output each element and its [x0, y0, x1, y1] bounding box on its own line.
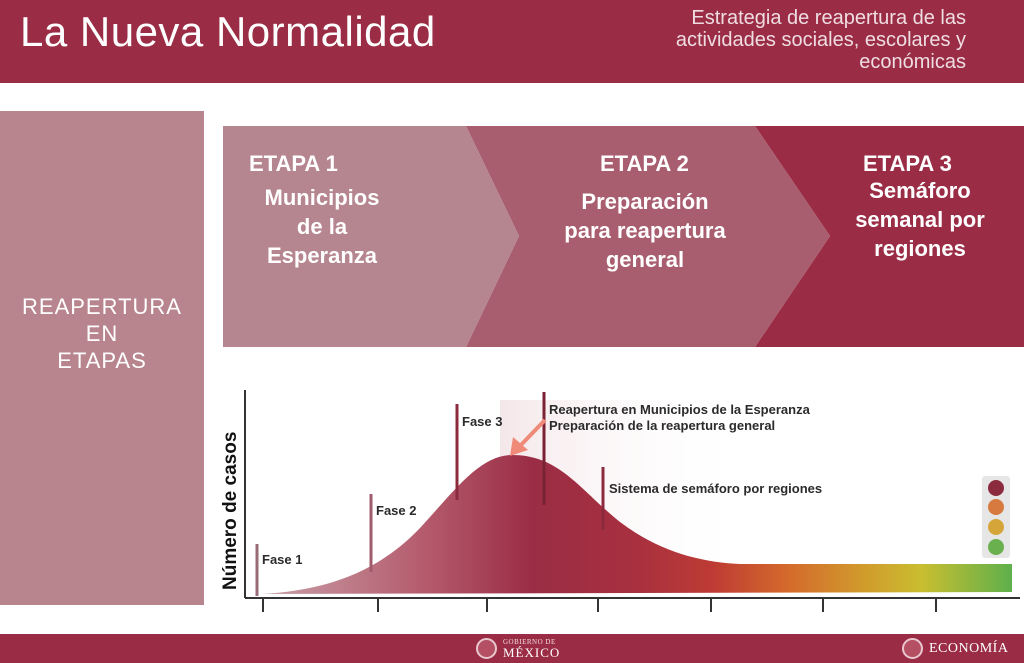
stage-3-title: ETAPA 3: [863, 151, 952, 176]
page-title: La Nueva Normalidad: [20, 8, 436, 55]
stage-3-desc-line-1: Semáforo: [869, 178, 971, 203]
epidemic-curve: [262, 455, 1012, 594]
stage-2-desc-line-1: Preparación: [581, 189, 709, 214]
footer-bar: GOBIERNO DE MÉXICO ECONOMÍA: [0, 634, 1024, 663]
y-axis-label: Número de casos: [220, 431, 241, 590]
stage-2-desc-line-3: general: [605, 247, 685, 272]
subtitle-line-3: económicas: [859, 51, 966, 73]
stage-2-desc-line-2: para reapertura: [564, 218, 726, 243]
gobierno-de-text: GOBIERNO DE: [503, 638, 556, 646]
header-bar: La Nueva Normalidad Estrategia de reaper…: [0, 0, 1024, 83]
traffic-light-red: [988, 480, 1004, 496]
traffic-light-yellow: [988, 519, 1004, 535]
traffic-light-box: [982, 476, 1010, 558]
stage-1-description: Municipios de la Esperanza: [232, 183, 412, 270]
mexico-text: MÉXICO: [503, 645, 561, 660]
stage-3-desc-line-3: regiones: [874, 236, 966, 261]
phase-3-label: Fase 3: [462, 414, 502, 429]
side-label-line-3: ETAPAS: [57, 348, 147, 373]
stage-1-desc-line-2: de la: [296, 214, 348, 239]
stage-2-chevron: [466, 126, 830, 347]
page-subtitle: Estrategia de reapertura de las activida…: [546, 7, 966, 73]
annotation-semaforo: Sistema de semáforo por regiones: [609, 481, 822, 496]
annotation-prep: Preparación de la reapertura general: [549, 418, 775, 433]
stage-1-desc-line-3: Esperanza: [266, 243, 378, 268]
traffic-light-orange: [988, 499, 1004, 515]
gobierno-mexico-logo: GOBIERNO DE MÉXICO: [476, 637, 560, 660]
subtitle-line-1: Estrategia de reapertura de las: [691, 7, 966, 29]
side-panel: [0, 111, 204, 605]
side-label-line-2: EN: [85, 321, 119, 346]
side-panel-label: REAPERTURA EN ETAPAS: [0, 293, 204, 374]
stage-2-description: Preparación para reapertura general: [530, 187, 760, 274]
economia-text: ECONOMÍA: [929, 640, 1009, 656]
mexico-seal-icon: [476, 638, 497, 659]
side-label-line-1: REAPERTURA: [22, 294, 182, 319]
arrow-shaft: [518, 418, 547, 448]
stage-3-desc-line-2: semanal por: [855, 207, 985, 232]
stage-1-chevron: [223, 126, 519, 347]
stage-1-desc-line-1: Municipios: [264, 185, 380, 210]
economia-seal-icon: [902, 638, 923, 659]
stage-2-title: ETAPA 2: [600, 151, 689, 176]
economia-logo: ECONOMÍA: [902, 637, 1008, 660]
phase-2-label: Fase 2: [376, 503, 416, 518]
subtitle-line-2: actividades sociales, escolares y: [675, 29, 966, 51]
gobierno-mexico-text: GOBIERNO DE MÉXICO: [503, 638, 560, 659]
traffic-light-green: [988, 539, 1004, 555]
phase-1-label: Fase 1: [262, 552, 302, 567]
stage-1-title: ETAPA 1: [249, 151, 338, 176]
annotation-reopen: Reapertura en Municipios de la Esperanza: [549, 402, 811, 417]
stage-3-description: Semáforo semanal por regiones: [830, 176, 1010, 263]
x-axis-ticks: [262, 598, 937, 612]
stage-3-chevron: [755, 126, 1024, 347]
arrow-head-icon: [510, 437, 528, 456]
